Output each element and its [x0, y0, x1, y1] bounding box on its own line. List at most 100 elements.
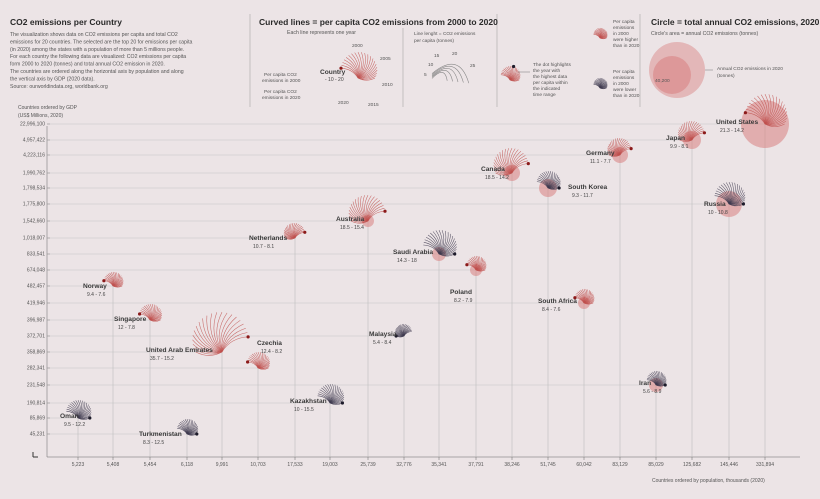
peak-dot: [629, 147, 633, 151]
emission-line: [438, 230, 445, 255]
country-fan: [192, 311, 250, 356]
intro-line: emissions for 20 countries. The selected…: [10, 39, 193, 45]
legend-higher-line: emissions: [613, 25, 635, 31]
emission-line: [432, 231, 441, 255]
emission-line: [764, 95, 774, 125]
legend-label-2020: Per capita CO2: [264, 89, 297, 95]
country-fan: [348, 194, 387, 224]
emission-line: [192, 339, 223, 353]
x-tick-label: 9,991: [216, 462, 229, 468]
emission-line: [221, 316, 237, 353]
country-fan: [677, 120, 707, 142]
legend-length-tick: 10: [428, 62, 434, 68]
legend-length-curve: [431, 68, 459, 83]
x-tick-label: 331,894: [756, 462, 774, 468]
country-name: United States: [716, 119, 758, 126]
legend-lower-fan: [593, 77, 608, 90]
emission-line: [202, 318, 223, 353]
legend-circle-small: [653, 56, 691, 94]
legend-circle-title: Circle = total annual CO2 emissions, 202…: [651, 17, 820, 27]
emission-line: [221, 320, 241, 353]
country-name: Saudi Arabia: [393, 249, 433, 256]
country-fan: [536, 170, 561, 190]
emission-line: [438, 238, 455, 255]
emission-line: [367, 208, 385, 222]
emission-line: [764, 101, 783, 125]
emission-line: [728, 182, 736, 205]
emission-line: [352, 201, 369, 222]
peak-dot: [453, 252, 457, 256]
emission-line: [366, 196, 375, 222]
y-tick-label: 419,946: [27, 301, 45, 307]
y-tick-label: 45,231: [30, 432, 46, 438]
emission-line: [723, 183, 730, 205]
country-range: 8.3 - 12.5: [143, 440, 164, 446]
country-range: 8.4 - 7.6: [542, 307, 561, 313]
emission-line: [438, 229, 443, 255]
emission-line: [195, 326, 223, 353]
x-tick-label: 19,003: [322, 462, 338, 468]
legend-higher-line: than in 2020: [613, 43, 640, 49]
legend-length-tick: 20: [452, 51, 458, 57]
emission-line: [195, 351, 223, 356]
y-tick-label: 482,457: [27, 284, 45, 290]
emission-line: [367, 202, 383, 222]
country-fan: [394, 323, 412, 338]
x-tick-label: 5,223: [72, 462, 85, 468]
peak-dot: [102, 279, 106, 283]
legend-higher-line: Per capita: [613, 19, 635, 25]
y-tick-label: 396,987: [27, 318, 45, 324]
emission-line: [495, 172, 513, 176]
country-range: 10 - 15.5: [294, 407, 314, 413]
country-range: 5.4 - 8.4: [373, 340, 392, 346]
legend-higher-fan: [593, 27, 608, 40]
emission-line: [355, 199, 369, 222]
emission-line: [354, 52, 361, 79]
y-tick-label: 1,798,534: [23, 186, 45, 192]
y-tick-label: 1,542,660: [23, 219, 45, 225]
emission-line: [747, 105, 766, 125]
country-fan: [177, 418, 199, 436]
peak-dot: [246, 360, 250, 364]
emission-line: [357, 66, 378, 79]
legend-lower-line: than in 2020: [613, 93, 640, 99]
emission-line: [745, 109, 766, 125]
intro-line: the vertical axis by GDP (2020 data).: [10, 76, 95, 82]
legend-lower-line: in 2000: [613, 81, 629, 87]
emission-line: [475, 269, 486, 272]
legend-dot-line: per capita within: [533, 80, 568, 86]
country-fan: [138, 303, 163, 322]
emission-line: [438, 235, 454, 255]
country-name: Canada: [481, 166, 505, 173]
x-tick-label: 10,703: [250, 462, 266, 468]
emission-line: [149, 319, 161, 322]
emission-line: [764, 120, 787, 126]
legend-dot-line: the indicated: [533, 86, 561, 92]
legend-length-tick: 15: [434, 53, 440, 59]
peak-dot: [743, 111, 748, 115]
emission-line: [509, 148, 516, 174]
legend-circle-label-1: Annual CO2 emissions in 2020: [717, 66, 783, 72]
emission-line: [193, 348, 223, 355]
emission-line: [438, 233, 451, 255]
emission-line: [764, 94, 772, 125]
intro-line: For each country the following data are …: [10, 54, 186, 60]
legend-lower-line: Per capita: [613, 69, 635, 75]
emission-line: [220, 314, 233, 353]
peak-dot: [88, 416, 92, 420]
country-range: 8.2 - 7.9: [454, 298, 473, 304]
country-fan: [714, 181, 746, 207]
country-fan: [465, 255, 487, 272]
axis-origin-mark: [32, 452, 38, 458]
country-range: 9.9 - 8.1: [670, 144, 689, 150]
emission-line: [362, 195, 369, 222]
emission-line: [216, 311, 223, 353]
x-tick-label: 35,341: [431, 462, 447, 468]
country-range: 21.3 - 14.2: [720, 128, 744, 134]
emission-line: [430, 232, 440, 255]
emission-line: [764, 93, 770, 125]
legend-dot-sample: [500, 64, 521, 82]
x-tick-label: 83,129: [612, 462, 628, 468]
country-range: 18.5 - 15.4: [340, 225, 364, 231]
